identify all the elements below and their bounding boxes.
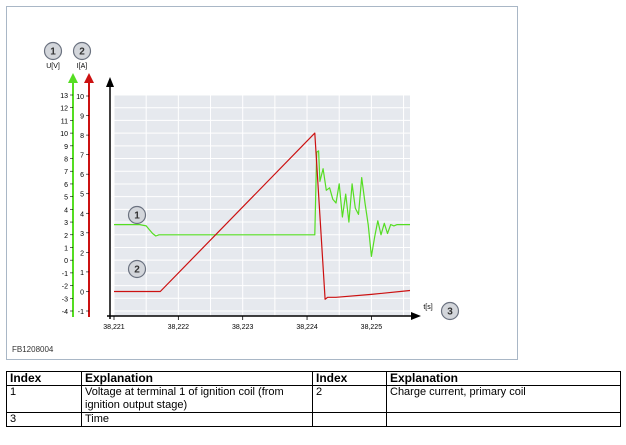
current-tick-label: 10 [76,94,84,101]
marker-time-axis: 3 [440,301,460,321]
marker-voltage-series: 1 [127,205,147,225]
marker-current-series-circle [127,259,147,279]
marker-current-series: 2 [127,259,147,279]
legend-header-row: Index Explanation Index Explanation [6,371,621,386]
legend-cell [386,412,621,427]
voltage-tick-label: 2 [64,233,68,240]
voltage-tick-label: 4 [64,207,68,214]
voltage-axis-arrow [68,73,78,83]
voltage-axis-label: U[V] [46,63,60,70]
voltage-tick-label: -4 [62,309,68,316]
marker-current-series-text: 2 [134,265,140,276]
series-layer [114,132,411,300]
legend-row: 3 Time [6,412,621,427]
current-tick-label: 2 [80,250,84,257]
current-tick-label: 0 [80,289,84,296]
legend-cell: Time [81,412,313,427]
time-tick-label: 38,222 [168,324,190,331]
time-tick-label: 38,223 [232,324,254,331]
header-index-2: Index [312,371,387,386]
current-tick-label: 7 [80,153,84,160]
voltage-tick-label: 3 [64,220,68,227]
voltage-tick-label: -3 [62,296,68,303]
voltage-tick-label: 0 [64,258,68,265]
legend-cell [312,412,387,427]
tick-labels: 131211109876543210-1-2-3-4109876543210-1… [46,63,433,331]
voltage-tick-label: 8 [64,157,68,164]
marker-voltage-series-circle [127,205,147,225]
current-series-line [114,132,411,300]
marker-current-axis: 2 [72,41,92,61]
current-tick-label: 4 [80,211,84,218]
current-tick-label: 6 [80,172,84,179]
voltage-tick-label: -1 [62,271,68,278]
legend-cell: 2 [312,385,387,413]
voltage-tick-label: 10 [60,131,68,138]
current-axis-label: I[A] [77,63,88,70]
plot-y-axis-arrow [106,77,114,87]
time-tick-label: 38,221 [103,324,125,331]
marker-voltage-axis-circle [43,41,63,61]
voltage-tick-label: 12 [60,106,68,113]
legend-cell: 3 [6,412,82,427]
time-tick-label: 38,224 [296,324,318,331]
current-tick-label: 8 [80,133,84,140]
current-tick-label: 3 [80,231,84,238]
marker-time-axis-text: 3 [447,307,453,318]
voltage-tick-label: 6 [64,182,68,189]
legend-cell: Voltage at terminal 1 of ignition coil (… [81,385,313,413]
voltage-tick-label: 13 [60,93,68,100]
figure-panel: 13 12 11 10 9 8 7 6 5 4 3 2 1 0 -1 -2 -3 -4 10 9 8 7 6 5 4 3 2 1 0 -1… [6,6,518,360]
header-explanation-2: Explanation [386,371,621,386]
marker-time-axis-circle [440,301,460,321]
marker-voltage-series-text: 1 [134,211,140,222]
voltage-series-line [114,150,410,257]
header-explanation-1: Explanation [81,371,313,386]
legend-table: Index Explanation Index Explanation 1 Vo… [6,371,621,427]
current-tick-label: 5 [80,192,84,199]
current-axis-arrow [84,73,94,83]
grid-lines [113,94,410,316]
voltage-tick-label: 5 [64,195,68,202]
time-axis-arrow [411,312,421,320]
current-tick-label: -1 [78,309,84,316]
current-tick-label: 9 [80,114,84,121]
plot-area [114,95,410,316]
axes [68,73,421,320]
legend-cell: 1 [6,385,82,413]
voltage-tick-label: 7 [64,169,68,176]
header-index-1: Index [6,371,82,386]
marker-current-axis-text: 2 [79,47,85,58]
voltage-tick-label: 1 [64,245,68,252]
time-tick-label: 38,225 [361,324,383,331]
chart: 131211109876543210-1-2-3-4109876543210-1… [12,41,460,354]
marker-voltage-axis-text: 1 [50,47,56,58]
voltage-tick-label: 9 [64,144,68,151]
legend-row: 1 Voltage at terminal 1 of ignition coil… [6,385,621,413]
figure-code: FB1208004 [12,345,54,354]
time-axis-label: t[s] [423,304,432,311]
marker-current-axis-circle [72,41,92,61]
voltage-tick-label: -2 [62,284,68,291]
marker-voltage-axis: 1 [43,41,63,61]
current-tick-label: 1 [80,270,84,277]
legend-cell: Charge current, primary coil [386,385,621,413]
voltage-tick-label: 11 [61,118,68,125]
